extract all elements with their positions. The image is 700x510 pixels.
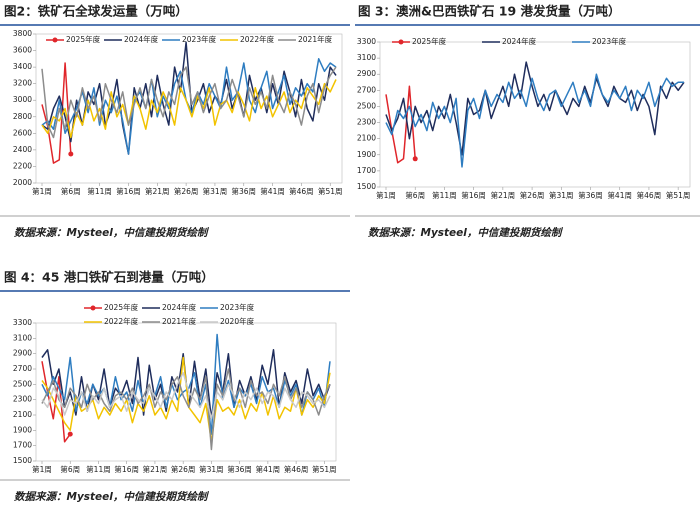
plot-frame <box>35 33 343 184</box>
y-tick-label: 2100 <box>13 410 32 419</box>
x-tick-label: 第21周 <box>143 464 168 474</box>
x-tick-label: 第26周 <box>174 186 199 196</box>
legend-label: 2024年度 <box>502 36 537 46</box>
y-tick-label: 3100 <box>13 333 32 342</box>
y-tick-label: 2300 <box>357 118 376 127</box>
y-tick-label: 2300 <box>13 395 32 404</box>
chart-title: 图2：铁矿石全球发运量（万吨） <box>4 4 188 19</box>
y-tick-label: 2400 <box>13 145 32 154</box>
y-tick-label: 2900 <box>13 349 32 358</box>
y-tick-label: 3000 <box>13 95 32 104</box>
y-tick-label: 2500 <box>13 379 32 388</box>
legend-marker <box>398 39 404 45</box>
legend-label: 2025年度 <box>412 36 447 46</box>
x-tick-label: 第21周 <box>491 190 516 200</box>
y-tick-label: 2800 <box>13 112 32 121</box>
y-tick-label: 3400 <box>13 62 32 71</box>
legend-label: 2023年度 <box>182 34 217 44</box>
legend-label: 2020年度 <box>220 316 255 326</box>
series-line <box>41 372 331 420</box>
y-tick-label: 1500 <box>357 182 376 191</box>
x-tick-label: 第6周 <box>61 186 81 196</box>
x-tick-label: 第36周 <box>231 186 256 196</box>
source-note: 数据来源：Mysteel，中信建投期货绘制 <box>368 226 564 239</box>
x-tick-label: 第31周 <box>549 190 574 200</box>
x-tick-label: 第41周 <box>260 186 285 196</box>
legend-label: 2024年度 <box>124 34 159 44</box>
legend-label: 2025年度 <box>104 302 139 312</box>
x-tick-label: 第16周 <box>116 186 141 196</box>
x-tick-label: 第51周 <box>666 190 691 200</box>
y-tick-label: 3200 <box>13 79 32 88</box>
x-tick-label: 第46周 <box>289 186 314 196</box>
legend-label: 2022年度 <box>240 34 275 44</box>
plot-frame <box>35 322 337 462</box>
x-tick-label: 第16周 <box>114 464 139 474</box>
legend-label: 2021年度 <box>298 34 333 44</box>
legend-label: 2023年度 <box>592 36 627 46</box>
chart-title: 图 3：澳洲&巴西铁矿石 19 港发货量（万吨） <box>358 4 621 19</box>
x-tick-label: 第16周 <box>461 190 486 200</box>
x-tick-label: 第1周 <box>376 190 396 200</box>
x-tick-label: 第46周 <box>637 190 662 200</box>
x-tick-label: 第41周 <box>256 464 281 474</box>
x-tick-label: 第1周 <box>32 464 52 474</box>
y-tick-label: 1900 <box>13 425 32 434</box>
x-tick-label: 第11周 <box>432 190 457 200</box>
y-tick-label: 1500 <box>13 456 32 465</box>
x-tick-label: 第26周 <box>171 464 196 474</box>
legend-label: 2021年度 <box>162 316 197 326</box>
x-tick-label: 第31周 <box>203 186 228 196</box>
y-tick-label: 1700 <box>357 166 376 175</box>
legend-marker <box>52 37 58 43</box>
x-tick-label: 第11周 <box>86 464 111 474</box>
y-tick-label: 2700 <box>357 85 376 94</box>
y-tick-label: 3300 <box>13 318 32 327</box>
x-tick-label: 第11周 <box>87 186 112 196</box>
end-marker <box>67 431 73 437</box>
x-tick-label: 第51周 <box>318 186 343 196</box>
y-tick-label: 2900 <box>357 69 376 78</box>
series-line <box>385 85 416 164</box>
y-tick-label: 2200 <box>13 161 32 170</box>
legend-label: 2025年度 <box>66 34 101 44</box>
y-tick-label: 3600 <box>13 46 32 55</box>
legend-label: 2023年度 <box>220 302 255 312</box>
y-tick-label: 3800 <box>13 29 32 38</box>
series-line <box>41 368 331 451</box>
legend-marker <box>90 305 96 311</box>
y-tick-label: 2700 <box>13 364 32 373</box>
source-note: 数据来源：Mysteel，中信建投期货绘制 <box>14 490 210 503</box>
plot-frame <box>379 41 691 188</box>
series-line <box>385 73 684 168</box>
y-tick-label: 2600 <box>13 128 32 137</box>
x-tick-label: 第46周 <box>284 464 309 474</box>
end-marker <box>68 151 74 157</box>
x-tick-label: 第6周 <box>60 464 80 474</box>
x-tick-label: 第36周 <box>227 464 252 474</box>
series-line <box>41 66 337 139</box>
chart-title: 图 4：45 港口铁矿石到港量（万吨） <box>4 270 214 285</box>
y-tick-label: 1700 <box>13 441 32 450</box>
y-tick-label: 2500 <box>357 101 376 110</box>
legend-label: 2022年度 <box>104 316 139 326</box>
x-tick-label: 第6周 <box>405 190 425 200</box>
y-tick-label: 1900 <box>357 150 376 159</box>
source-note: 数据来源：Mysteel，中信建投期货绘制 <box>14 226 210 239</box>
legend-label: 2024年度 <box>162 302 197 312</box>
end-marker <box>412 156 418 162</box>
y-tick-label: 2000 <box>13 178 32 187</box>
x-tick-label: 第21周 <box>145 186 170 196</box>
y-tick-label: 3300 <box>357 37 376 46</box>
x-tick-label: 第31周 <box>199 464 224 474</box>
y-tick-label: 3100 <box>357 53 376 62</box>
x-tick-label: 第41周 <box>607 190 632 200</box>
x-tick-label: 第26周 <box>520 190 545 200</box>
x-tick-label: 第1周 <box>32 186 52 196</box>
y-tick-label: 2100 <box>357 134 376 143</box>
x-tick-label: 第51周 <box>312 464 337 474</box>
x-tick-label: 第36周 <box>578 190 603 200</box>
